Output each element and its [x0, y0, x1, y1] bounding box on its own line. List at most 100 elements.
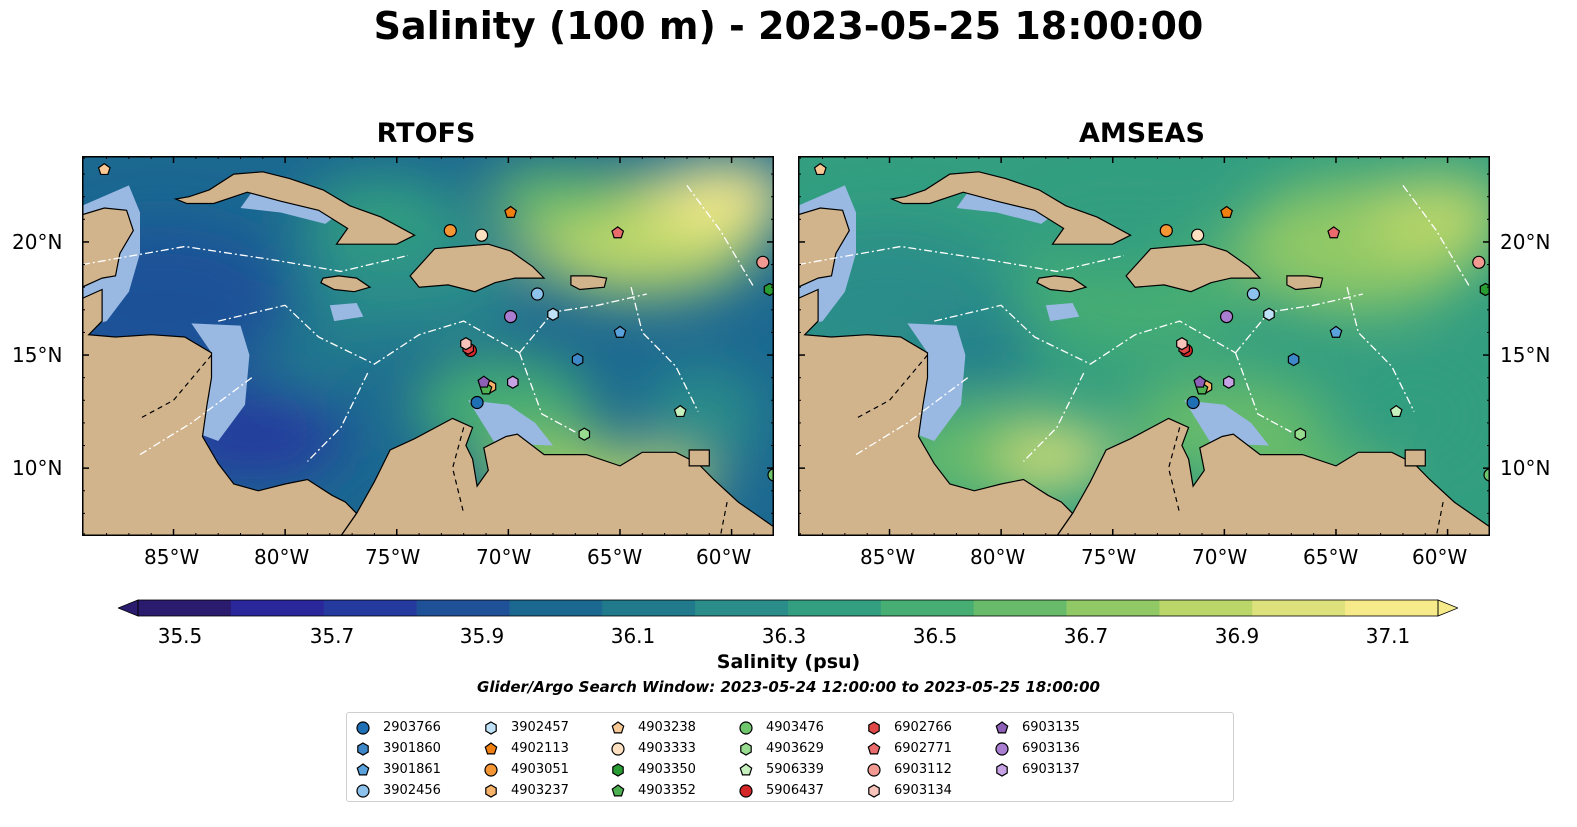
salinity-patch — [482, 166, 622, 226]
colorbar-swatch — [602, 600, 696, 616]
country-border — [1435, 501, 1444, 536]
legend-label: 6902766 — [894, 720, 952, 735]
colorbar-swatch — [1252, 600, 1346, 616]
legend-label: 5906437 — [766, 783, 824, 798]
lon-label-65w-a: 65°W — [587, 545, 643, 569]
lon-label-85w-a: 85°W — [144, 545, 200, 569]
float-4903051 — [1159, 223, 1173, 238]
legend-marker-6902766 — [868, 720, 880, 735]
boundary-line — [1402, 185, 1471, 288]
boundary-line — [307, 372, 369, 462]
circle-marker-icon — [611, 741, 625, 756]
boundary-line — [855, 377, 969, 456]
colorbar-tick: 37.1 — [1365, 624, 1411, 648]
colorbar-swatch — [1345, 600, 1439, 616]
float-3902457 — [547, 307, 559, 321]
float-5906339 — [673, 404, 687, 418]
legend-marker-4903629 — [740, 741, 752, 756]
colorbar-tick: 36.7 — [1063, 624, 1109, 648]
legend-item-6902771: 6902771 — [866, 738, 952, 759]
legend-item-4903352: 4903352 — [610, 780, 696, 801]
boundary-line — [630, 287, 699, 412]
legend-label: 4903237 — [511, 783, 569, 798]
legend-item-6903135: 6903135 — [994, 717, 1080, 738]
boundary-line — [518, 352, 576, 433]
map-rtofs[interactable] — [82, 156, 774, 536]
float-4903333 — [1191, 228, 1205, 242]
legend-marker-3902457 — [485, 720, 497, 735]
land-trinidad — [688, 449, 710, 467]
land-cuba — [889, 171, 1132, 245]
map-canvas-amseas — [798, 156, 1490, 536]
legend-label: 5906339 — [766, 762, 824, 777]
colorbar-swatch — [1066, 600, 1160, 616]
lat-label-15n-left: 15°N — [12, 343, 63, 367]
float-6903135 — [1193, 375, 1207, 388]
lat-label-20n-right: 20°N — [1500, 230, 1551, 254]
legend-label: 3901861 — [383, 762, 441, 777]
pentagon-marker-icon — [611, 783, 625, 796]
legend-marker-4903350 — [612, 762, 624, 777]
legend-item-3902457: 3902457 — [483, 717, 569, 738]
map-frame — [82, 156, 774, 536]
colorbar-max-extend — [1437, 599, 1460, 617]
country-border — [1167, 427, 1181, 514]
legend-label: 3902457 — [511, 720, 569, 735]
float-6903136 — [504, 310, 518, 324]
land-southamerica — [340, 417, 774, 536]
shallow-water — [1184, 400, 1269, 446]
pentagon-marker-icon — [356, 762, 370, 775]
map-amseas[interactable] — [798, 156, 1490, 536]
legend-label: 3901860 — [383, 741, 441, 756]
country-border — [451, 427, 465, 514]
legend-marker-6903112 — [867, 762, 881, 777]
legend-item-4902113: 4902113 — [483, 738, 569, 759]
float-6903134 — [1176, 337, 1188, 351]
land-hispaniola — [1125, 243, 1262, 293]
shallow-water — [468, 400, 553, 446]
legend-marker-3901861 — [356, 762, 370, 775]
boundary-line — [139, 377, 253, 456]
lat-label-10n-right: 10°N — [1500, 456, 1551, 480]
legend-item-6903112: 6903112 — [866, 759, 952, 780]
colorbar-tick: 36.9 — [1214, 624, 1260, 648]
legend-column: 3902457 4902113 4903051 4903237 — [483, 717, 569, 801]
float-2903766 — [1186, 395, 1200, 410]
float-6903112 — [756, 255, 770, 269]
legend-label: 6903135 — [1022, 720, 1080, 735]
boundary-line — [82, 245, 409, 273]
legend-marker-6903136 — [995, 741, 1009, 756]
hexagon-marker-icon — [357, 741, 369, 756]
colorbar-swatch — [973, 600, 1068, 616]
float-3902457 — [1263, 307, 1275, 321]
legend-item-6903136: 6903136 — [994, 738, 1080, 759]
colorbar-swatch — [230, 600, 325, 616]
lon-label-80w-a: 80°W — [254, 545, 310, 569]
lon-label-60w-b: 60°W — [1412, 545, 1468, 569]
map-frame — [798, 156, 1490, 536]
shallow-water — [329, 303, 364, 322]
colorbar-swatch — [138, 600, 232, 616]
circle-marker-icon — [739, 720, 753, 735]
lat-label-15n-right: 15°N — [1500, 343, 1551, 367]
colorbar-tick: 36.1 — [610, 624, 656, 648]
legend-marker-5906437 — [739, 783, 753, 798]
map-canvas-rtofs — [82, 156, 774, 536]
colorbar-gradient — [116, 599, 1460, 617]
float-6903137 — [506, 375, 519, 389]
float-6902771 — [1327, 226, 1341, 239]
land-yucatan — [82, 207, 134, 288]
shallow-water — [1045, 303, 1080, 322]
legend-column: 4903238 4903333 4903350 4903352 — [610, 717, 696, 801]
hexagon-marker-icon — [740, 741, 752, 756]
legend-marker-6903135 — [995, 720, 1009, 733]
float-3901861 — [1329, 325, 1343, 338]
float-2903766 — [470, 395, 484, 410]
colorbar-tick: 35.9 — [459, 624, 505, 648]
float-4903051 — [443, 223, 457, 238]
circle-marker-icon — [739, 783, 753, 798]
legend-label: 4903051 — [511, 762, 569, 777]
legend-column: 6903135 6903136 6903137 — [994, 717, 1080, 780]
legend-label: 6903136 — [1022, 741, 1080, 756]
salinity-patch — [1368, 176, 1490, 256]
